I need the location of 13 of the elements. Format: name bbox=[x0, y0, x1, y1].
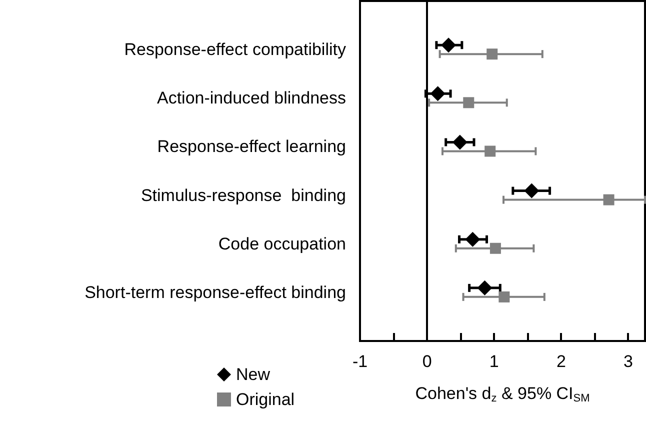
x-tick-label: -1 bbox=[352, 352, 368, 371]
x-tick-label: 3 bbox=[624, 352, 633, 371]
y-tick-label: Code occupation bbox=[218, 234, 346, 254]
y-tick-label: Response-effect learning bbox=[157, 137, 346, 156]
y-tick-label: Action-induced blindness bbox=[156, 88, 346, 108]
x-tick-label: 1 bbox=[489, 352, 499, 371]
y-tick-label: Response-effect compatibility bbox=[124, 40, 346, 60]
x-tick-label: 0 bbox=[422, 352, 432, 371]
legend-label: New bbox=[236, 365, 271, 384]
y-tick-label: Short-term response-effect binding bbox=[84, 282, 346, 302]
y-tick-label: Stimulus-response binding bbox=[140, 186, 346, 205]
legend-label: Original bbox=[236, 390, 295, 409]
x-tick-label: 2 bbox=[556, 352, 566, 371]
